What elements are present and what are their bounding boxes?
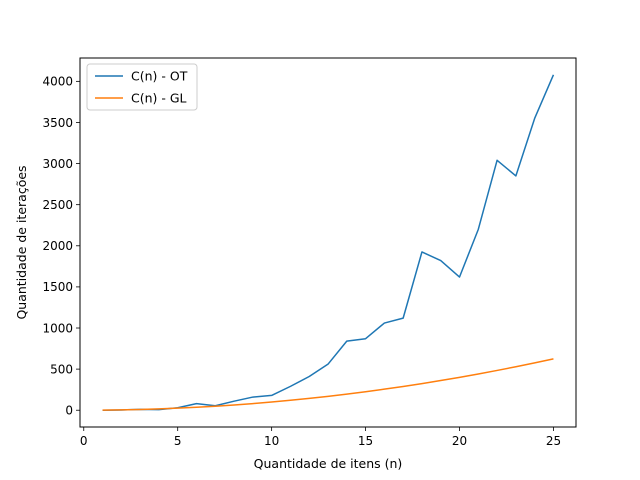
x-tick-label: 10: [264, 434, 279, 448]
legend-label-gl: C(n) - GL: [131, 91, 187, 106]
plot-lines: [102, 74, 555, 411]
y-tick-label: 0: [65, 404, 73, 418]
y-tick-label: 2000: [42, 239, 73, 253]
y-axis-ticks: 0 500 1000 1500 2000 2500 3000 3500 4000: [42, 75, 80, 418]
legend: C(n) - OT C(n) - GL: [86, 63, 198, 111]
y-tick-label: 500: [50, 362, 73, 376]
y-tick-label: 4000: [42, 75, 73, 89]
axes-frame: [79, 57, 577, 428]
y-tick-label: 3500: [42, 116, 73, 130]
x-axis-ticks: 0 5 10 15 20 25: [80, 427, 561, 448]
y-tick-label: 3000: [42, 157, 73, 171]
x-axis-label: Quantidade de itens (n): [254, 456, 403, 471]
y-tick-label: 1000: [42, 321, 73, 335]
x-tick-label: 20: [452, 434, 467, 448]
y-tick-label: 1500: [42, 280, 73, 294]
y-axis-label: Quantidade de iterações: [14, 165, 29, 319]
series-line-1: [102, 358, 554, 411]
y-tick-label: 2500: [42, 198, 73, 212]
legend-label-ot: C(n) - OT: [131, 69, 188, 84]
x-tick-label: 0: [80, 434, 88, 448]
x-tick-label: 5: [174, 434, 182, 448]
x-tick-label: 25: [546, 434, 561, 448]
x-tick-label: 15: [358, 434, 373, 448]
